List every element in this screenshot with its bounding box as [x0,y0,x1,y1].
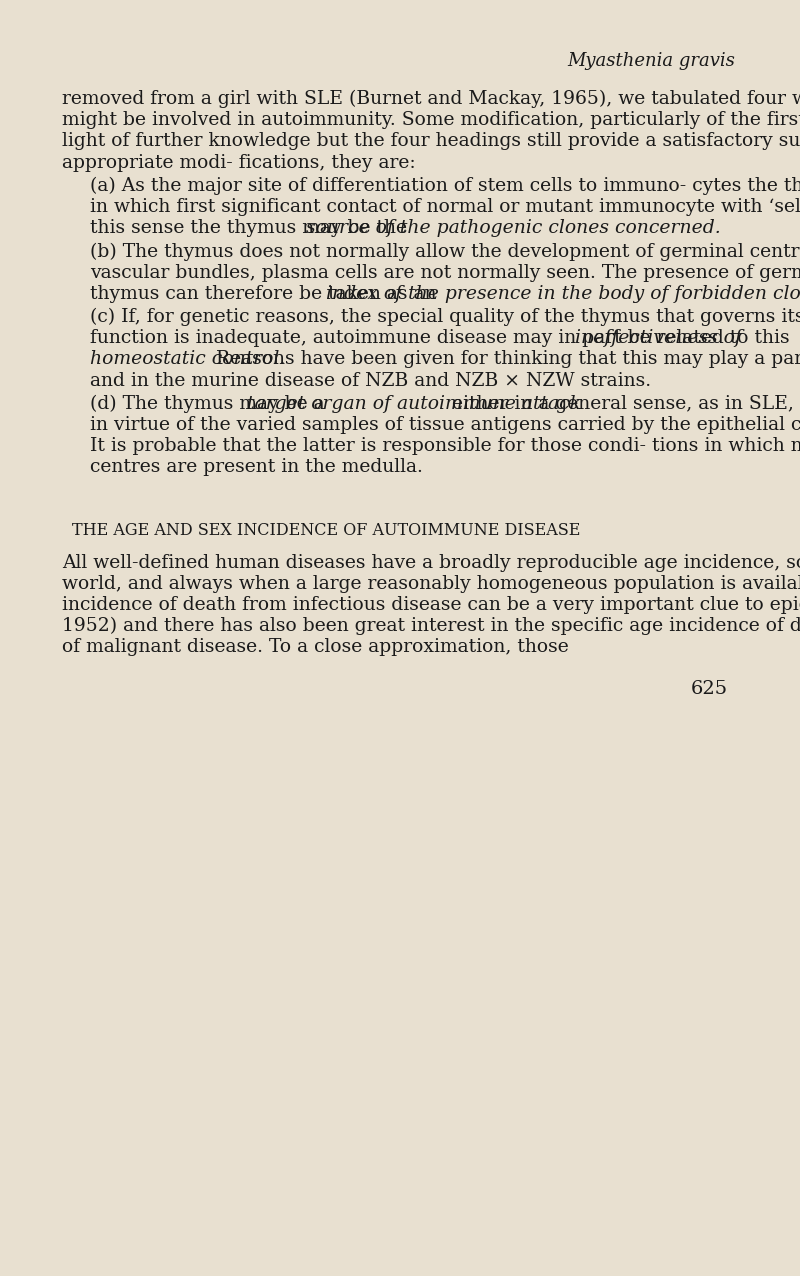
Text: (a) As the major site of differentiation of stem cells to immuno­ cytes the thym: (a) As the major site of differentiation… [90,177,800,195]
Text: ineffectiveness of: ineffectiveness of [574,329,747,347]
Text: Reasons have been given for thinking that this may play a part in human SLE: Reasons have been given for thinking tha… [217,351,800,369]
Text: All well-defined human diseases have a broadly reproducible age incidence, somet: All well-defined human diseases have a b… [62,554,800,572]
Text: either in a general sense, as in SLE, or: either in a general sense, as in SLE, or [452,394,800,413]
Text: of malignant disease. To a close approximation, those: of malignant disease. To a close approxi… [62,638,574,656]
Text: target organ of autoimmune attack: target organ of autoimmune attack [247,394,587,413]
Text: in virtue of the varied samples of tissue antigens carried by the epithelial cel: in virtue of the varied samples of tissu… [90,416,800,434]
Text: thymus can therefore be taken as an: thymus can therefore be taken as an [90,285,442,302]
Text: (c) If, for genetic reasons, the special quality of the thymus that governs its : (c) If, for genetic reasons, the special… [90,308,800,327]
Text: (b) The thymus does not normally allow the development of germinal centres and, : (b) The thymus does not normally allow t… [90,242,800,260]
Text: homeostatic control.: homeostatic control. [90,351,291,369]
Text: appropriate modi­ fications, they are:: appropriate modi­ fications, they are: [62,153,422,171]
Text: centres are present in the medulla.: centres are present in the medulla. [90,458,429,476]
Text: this sense the thymus may be the: this sense the thymus may be the [90,219,413,237]
Text: index of the presence in the body of forbidden clones.: index of the presence in the body of for… [326,285,800,302]
Text: in which first significant contact of normal or mutant immunocyte with ‘self’ AD: in which first significant contact of no… [90,198,800,216]
Text: world, and always when a large reasonably homogeneous population is available fo: world, and always when a large reasonabl… [62,574,800,593]
Text: incidence of death from infectious disease can be a very important clue to epide: incidence of death from infectious disea… [62,596,800,614]
Text: Myasthenia gravis: Myasthenia gravis [567,52,735,70]
Text: (d) The thymus may be a: (d) The thymus may be a [90,394,330,413]
Text: 1952) and there has also been great interest in the specific age incidence of de: 1952) and there has also been great inte… [62,618,800,635]
Text: might be involved in autoimmunity. Some modification, particularly of the first,: might be involved in autoimmunity. Some … [62,111,800,129]
Text: light of further knowledge but the four headings still provide a satisfactory su: light of further knowledge but the four … [62,133,800,151]
Text: and in the murine disease of NZB and NZB × NZW strains.: and in the murine disease of NZB and NZB… [90,371,657,389]
Text: It is probable that the latter is responsible for those condi­ tions in which nu: It is probable that the latter is respon… [90,438,800,456]
Text: 625: 625 [691,680,728,698]
Text: function is inadequate, autoimmune disease may in part be related to this: function is inadequate, autoimmune disea… [90,329,796,347]
Text: source of the pathogenic clones concerned.: source of the pathogenic clones concerne… [306,219,727,237]
Text: THE AGE AND SEX INCIDENCE OF AUTOIMMUNE DISEASE: THE AGE AND SEX INCIDENCE OF AUTOIMMUNE … [72,522,580,538]
Text: removed from a girl with SLE (Burnet and Mackay, 1965), we tabulated four ways i: removed from a girl with SLE (Burnet and… [62,91,800,108]
Text: vascular bundles, plasma cells are not normally seen. The presence of germinal c: vascular bundles, plasma cells are not n… [90,264,800,282]
